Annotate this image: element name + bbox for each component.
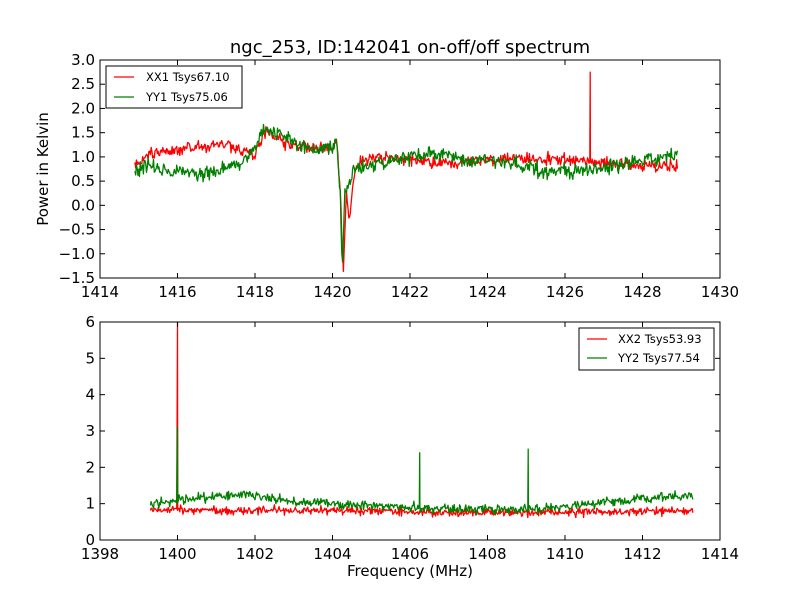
- x-tick-label: 1430: [701, 283, 739, 301]
- y-tick-label: 5: [85, 349, 95, 367]
- bottom-x-ticks: 1398 1400 1402 1404 1406 1408 1410 1412 1414: [81, 322, 739, 563]
- x-tick-label: 1416: [158, 283, 196, 301]
- legend-label-xx2: XX2 Tsys53.93: [618, 332, 702, 346]
- x-tick-label: 1402: [236, 545, 274, 563]
- bottom-axes: 1398 1400 1402 1404 1406 1408 1410 1412 1414 6 5 4…: [81, 313, 739, 580]
- x-tick-label: 1408: [468, 545, 506, 563]
- y-tick-label: 3.0: [71, 51, 95, 69]
- bottom-legend-box: [578, 327, 715, 371]
- x-axis-label: Frequency (MHz): [347, 562, 473, 580]
- top-x-ticks: 1414 1416 1418 1420 1422 1424 1426 1428 1430: [81, 60, 739, 301]
- y-tick-label: 1: [85, 495, 95, 513]
- y-tick-label: 0.5: [71, 172, 95, 190]
- legend-label-yy1: YY1 Tsys75.06: [145, 90, 228, 104]
- x-tick-label: 1410: [546, 545, 584, 563]
- y-tick-label: 3: [85, 422, 95, 440]
- x-tick-label: 1414: [701, 545, 739, 563]
- series-line-yy2: [149, 426, 694, 516]
- legend-label-xx1: XX1 Tsys67.10: [146, 70, 230, 84]
- top-legend-box: [105, 65, 243, 109]
- y-tick-label: 0: [85, 531, 95, 549]
- top-axes: 1414 1416 1418 1420 1422 1424 1426 1428 1430 3.0…: [34, 51, 739, 301]
- y-tick-label: −0.5: [59, 221, 95, 239]
- y-tick-label: 4: [85, 386, 95, 404]
- y-tick-label: 0.0: [71, 196, 95, 214]
- y-tick-label: 2: [85, 458, 95, 476]
- x-tick-label: 1400: [158, 545, 196, 563]
- x-tick-label: 1418: [236, 283, 274, 301]
- bottom-y-ticks: 6 5 4 3 2 1 0: [85, 313, 720, 549]
- bottom-plot-lines: [149, 321, 694, 519]
- x-tick-label: 1424: [468, 283, 506, 301]
- y-tick-label: 2.5: [71, 75, 95, 93]
- x-tick-label: 1412: [623, 545, 661, 563]
- x-tick-label: 1426: [546, 283, 584, 301]
- y-tick-label: 2.0: [71, 99, 95, 117]
- x-tick-label: 1414: [81, 283, 119, 301]
- legend-label-yy2: YY2 Tsys77.54: [617, 351, 700, 365]
- top-y-ticks: 3.0 2.5 2.0 1.5 1.0 0.5 0.0 −0.5 −1.0 −1.5: [59, 51, 720, 287]
- x-tick-label: 1420: [313, 283, 351, 301]
- x-tick-label: 1398: [81, 545, 119, 563]
- y-tick-label: 1.5: [71, 124, 95, 142]
- top-legend: XX1 Tsys67.10 YY1 Tsys75.06: [105, 65, 243, 109]
- x-tick-label: 1428: [623, 283, 661, 301]
- y-tick-label: 6: [85, 313, 95, 331]
- x-tick-label: 1422: [391, 283, 429, 301]
- bottom-legend: XX2 Tsys53.93 YY2 Tsys77.54: [578, 327, 715, 371]
- x-tick-label: 1404: [313, 545, 351, 563]
- x-tick-label: 1406: [391, 545, 429, 563]
- y-tick-label: 1.0: [71, 148, 95, 166]
- y-tick-label: −1.0: [59, 245, 95, 263]
- series-line-xx1: [134, 71, 679, 273]
- series-line-yy1: [134, 123, 679, 263]
- chart-title: ngc_253, ID:142041 on-off/off spectrum: [230, 37, 590, 58]
- top-y-axis-label: Power in Kelvin: [34, 112, 52, 226]
- y-tick-label: −1.5: [59, 269, 95, 287]
- top-plot-lines: [134, 71, 679, 273]
